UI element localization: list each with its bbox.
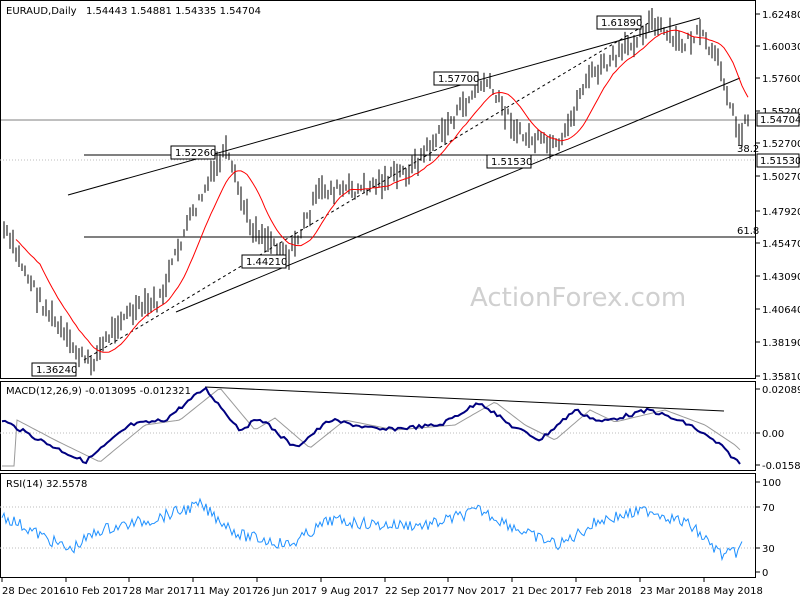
annotation-6-label: 1.36240 bbox=[36, 365, 77, 376]
annotation-3-label: 1.52260 bbox=[175, 148, 216, 159]
rsi-axis: 100 70 30 0 bbox=[756, 478, 781, 579]
price-tick-label: 1.38190 bbox=[762, 338, 800, 349]
price-tick-label: 1.35810 bbox=[762, 372, 800, 383]
annotation-4: 1.51530 bbox=[486, 154, 532, 169]
watermark: ActionForex.com bbox=[470, 283, 686, 313]
price-axis: 1.624801.600301.576001.552001.527001.502… bbox=[756, 10, 800, 383]
rsi-tick-label: 30 bbox=[762, 544, 775, 555]
annotation-1-label: 1.61890 bbox=[601, 18, 642, 29]
fib-618-label: 61.8 bbox=[737, 226, 759, 237]
macd-axis: 0.020896 0.00 -0.015835 bbox=[756, 385, 800, 472]
date-tick-label: 7 Feb 2018 bbox=[576, 586, 632, 597]
rsi-panel bbox=[0, 473, 756, 578]
macd-tick-label: 0.020896 bbox=[762, 385, 800, 396]
price-tick-label: 1.50270 bbox=[762, 172, 800, 183]
moving-average-line bbox=[15, 29, 749, 353]
trend-dashed-line bbox=[83, 21, 651, 361]
fib-382-label: 38.2 bbox=[737, 144, 759, 155]
date-tick-label: 7 Nov 2017 bbox=[448, 586, 506, 597]
price-panel bbox=[0, 0, 756, 379]
price-tick-label: 1.45470 bbox=[762, 239, 800, 250]
date-tick-label: 9 Aug 2017 bbox=[321, 586, 379, 597]
price-tick-label: 1.43090 bbox=[762, 272, 800, 283]
price-tick-label: 1.47920 bbox=[762, 207, 800, 218]
date-tick-label: 28 Dec 2016 bbox=[2, 586, 66, 597]
annotation-3: 1.52260 bbox=[170, 145, 216, 160]
date-tick-label: 11 May 2017 bbox=[193, 586, 258, 597]
price-tick-label: 1.52700 bbox=[762, 139, 800, 150]
price-tick-label: 1.60030 bbox=[762, 42, 800, 53]
date-tick-label: 21 Dec 2017 bbox=[512, 586, 576, 597]
macd-tick-label: 0.00 bbox=[762, 429, 784, 440]
rsi-title: RSI(14) 32.5578 bbox=[6, 479, 87, 490]
macd-signal-line bbox=[2, 388, 741, 467]
date-tick-label: 23 Mar 2018 bbox=[640, 586, 703, 597]
date-tick-label: 8 May 2018 bbox=[704, 586, 763, 597]
macd-line bbox=[1, 386, 741, 465]
date-tick-label: 10 Feb 2017 bbox=[66, 586, 128, 597]
price-tick-label: 1.40640 bbox=[762, 305, 800, 316]
price-tick-label: 1.62480 bbox=[762, 10, 800, 21]
price-tick-label: 1.57600 bbox=[762, 74, 800, 85]
date-tick-label: 22 Sep 2017 bbox=[385, 586, 448, 597]
channel-top-line bbox=[67, 17, 701, 196]
macd-tick-label: -0.015835 bbox=[762, 461, 800, 472]
date-axis: 28 Dec 2016 10 Feb 2017 28 Mar 2017 11 May … bbox=[1, 578, 763, 597]
macd-panel bbox=[0, 381, 756, 471]
channel-bottom-line bbox=[175, 77, 741, 313]
date-tick-label: 26 Jun 2017 bbox=[257, 586, 317, 597]
macd-title: MACD(12,26,9) -0.013095 -0.012321 bbox=[6, 386, 191, 397]
annotation-2-label: 1.57700 bbox=[438, 74, 479, 85]
rsi-line bbox=[1, 497, 743, 562]
last-price-text: 1.54704 bbox=[760, 115, 800, 126]
rsi-tick-label: 70 bbox=[762, 503, 775, 514]
price-title: EURAUD,Daily bbox=[6, 6, 77, 17]
annotation-2: 1.57700 bbox=[433, 71, 479, 86]
annotation-5: 1.44210 bbox=[241, 254, 287, 269]
level-text: 1.51530 bbox=[760, 156, 800, 167]
macd-trend-line bbox=[204, 386, 725, 412]
last-price-tag: 1.54704 bbox=[756, 112, 800, 127]
date-tick-label: 28 Mar 2017 bbox=[129, 586, 192, 597]
price-candles bbox=[3, 7, 749, 376]
annotation-6: 1.36240 bbox=[31, 362, 77, 377]
annotation-1: 1.61890 bbox=[596, 15, 642, 30]
price-ohlc: 1.54443 1.54881 1.54335 1.54704 bbox=[86, 6, 261, 17]
level-tag: 1.51530 bbox=[756, 153, 800, 168]
annotation-4-label: 1.51530 bbox=[491, 157, 532, 168]
rsi-tick-label: 0 bbox=[762, 568, 768, 579]
annotation-5-label: 1.44210 bbox=[246, 257, 287, 268]
rsi-tick-label: 100 bbox=[762, 478, 781, 489]
